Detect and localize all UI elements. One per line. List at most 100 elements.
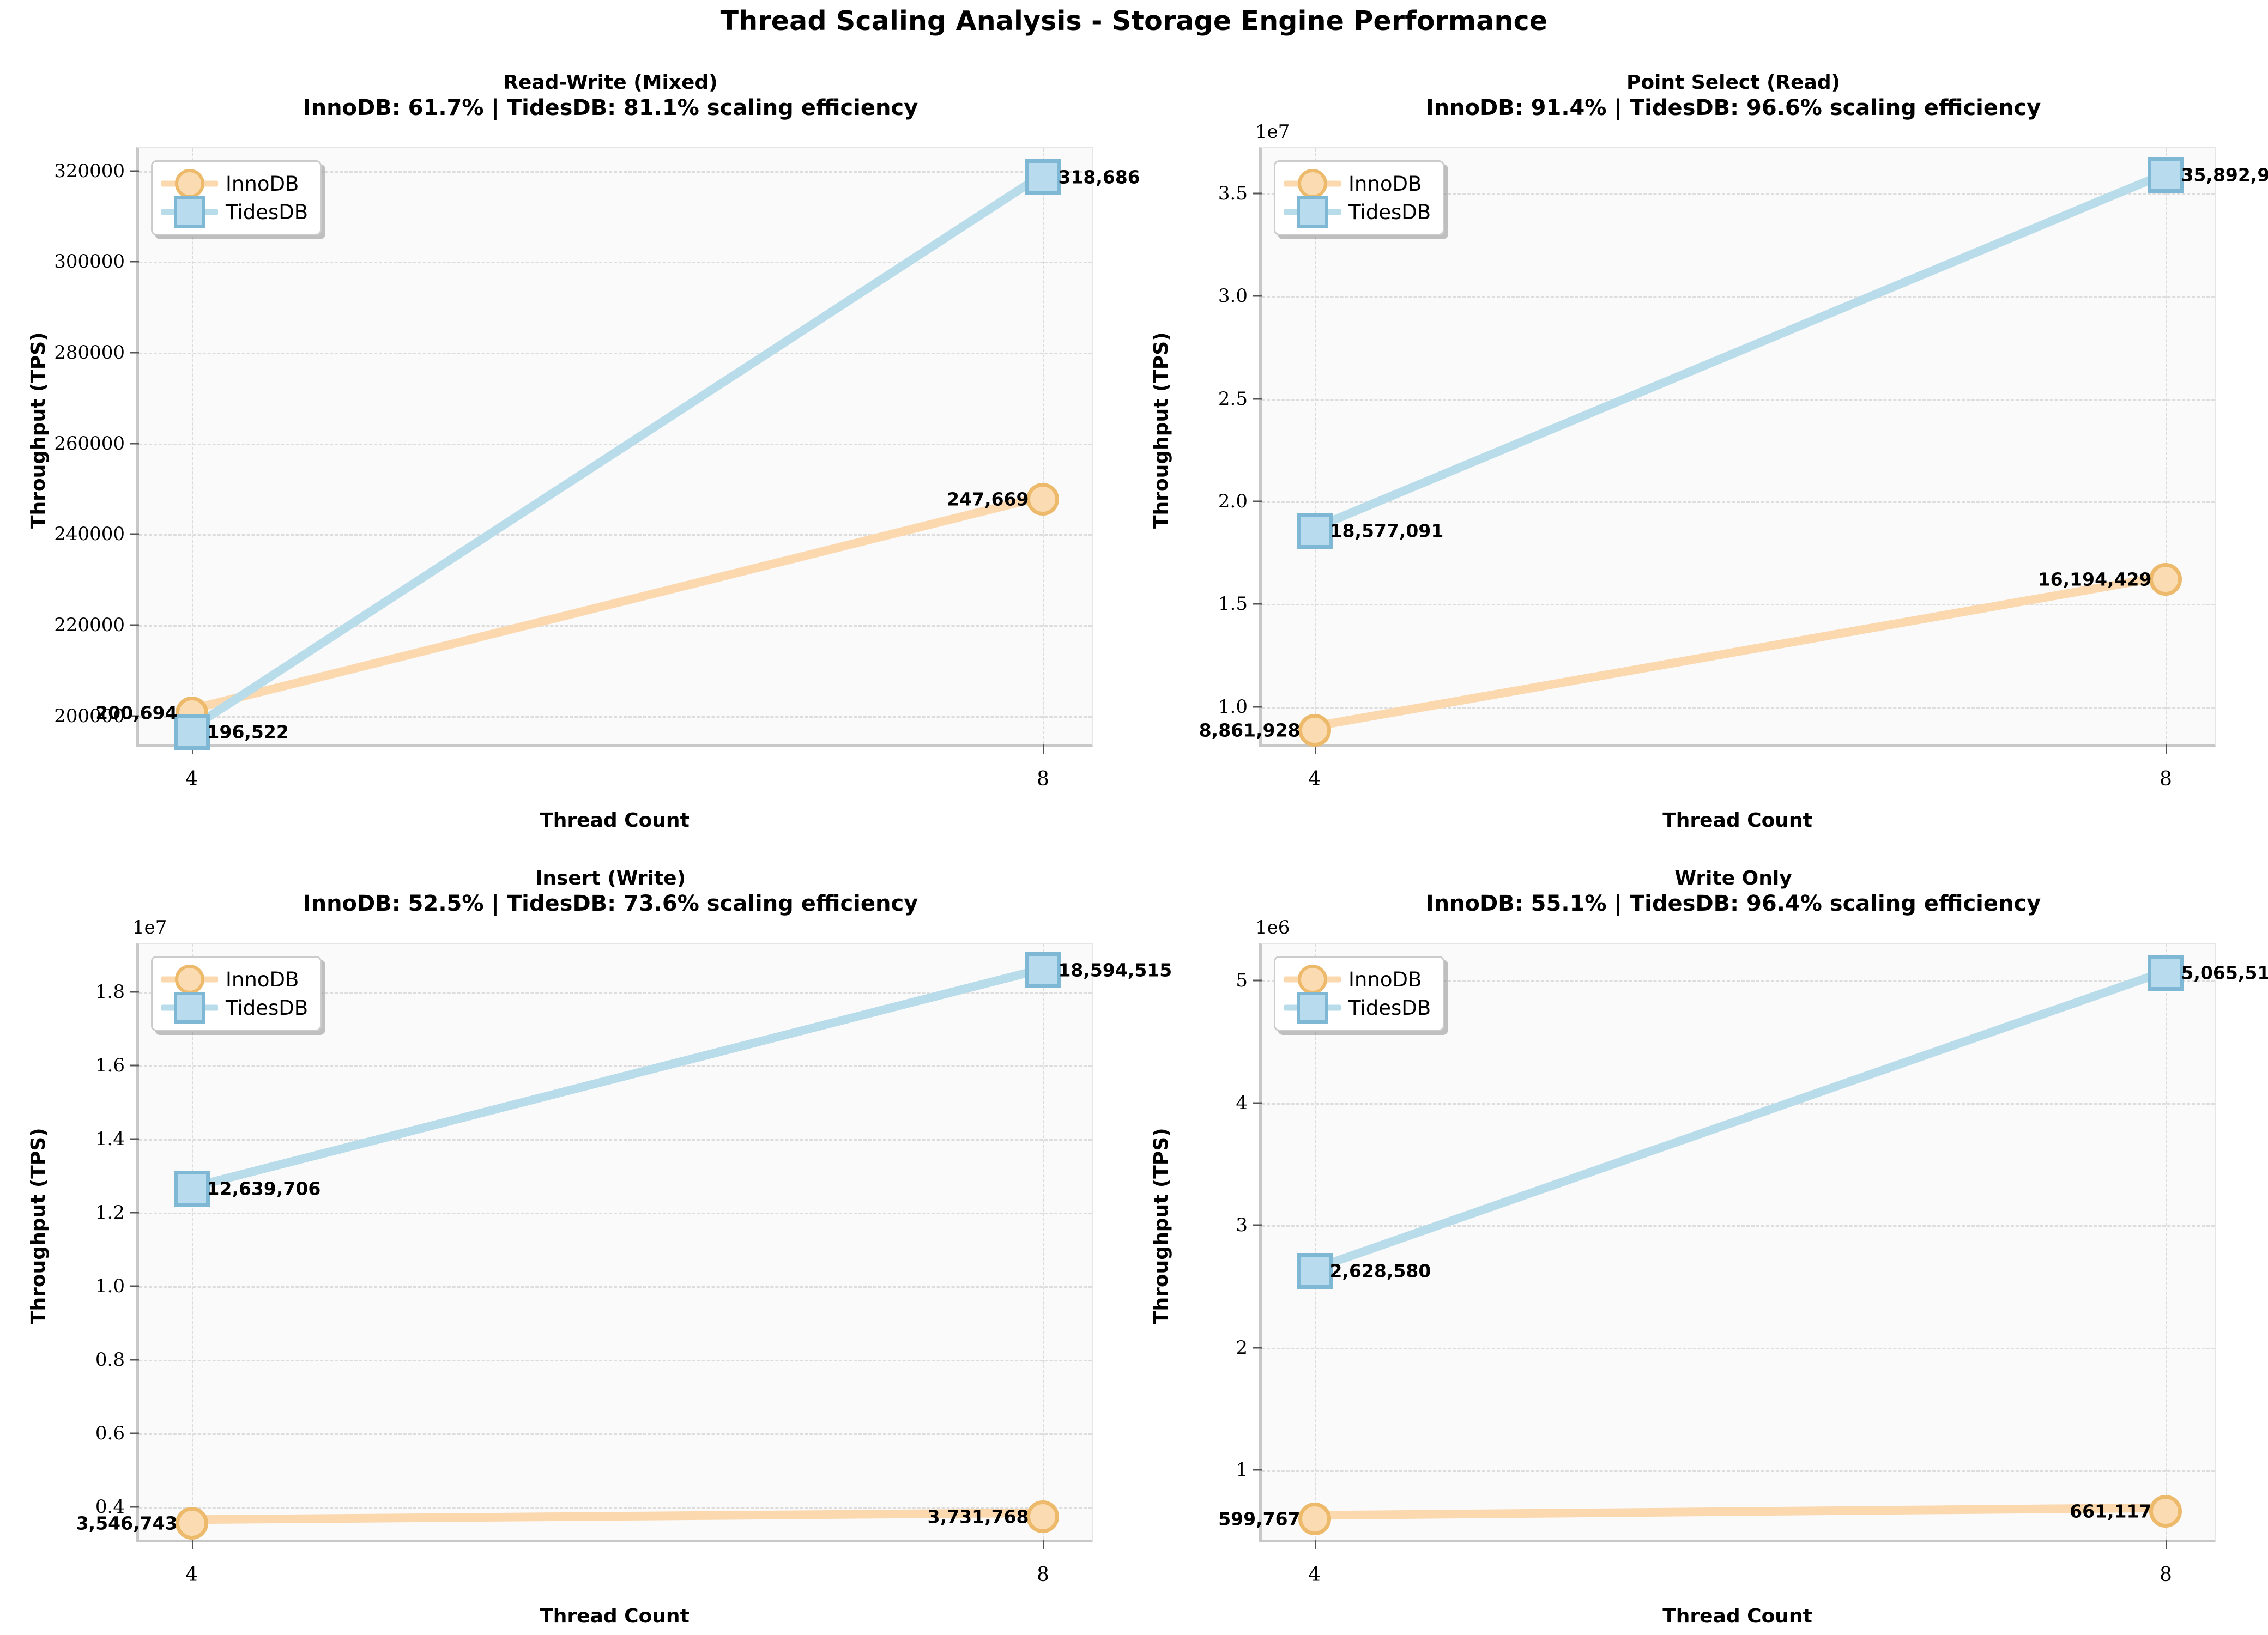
y-tick-mark bbox=[130, 991, 139, 993]
gridline-horizontal bbox=[1262, 1470, 2215, 1472]
gridline-horizontal bbox=[139, 353, 1092, 354]
gridline-horizontal bbox=[139, 625, 1092, 627]
y-tick-mark bbox=[1253, 603, 1262, 605]
plot-area: 1.0 1.5 2.0 2.5 3.0 3.5 1e7 4 8 8,861,928 16,194,4… bbox=[1199, 121, 2268, 790]
gridline-horizontal bbox=[1262, 706, 2215, 708]
legend: InnoDB TidesDB bbox=[151, 160, 322, 235]
plot-area: 0.4 0.6 0.8 1.0 1.2 1.4 1.6 1.8 1e7 4 8 3,546,743 3,… bbox=[76, 917, 1172, 1586]
data-label-innodb: 3,731,768 bbox=[927, 1506, 1029, 1528]
y-axis-offset-text: 1e6 bbox=[1255, 917, 1290, 938]
data-label-tidesdb: 318,686 bbox=[1058, 166, 1140, 188]
y-axis-label: Throughput (TPS) bbox=[27, 1128, 50, 1324]
y-tick-mark bbox=[130, 533, 139, 535]
data-point-tidesdb[interactable] bbox=[1296, 512, 1333, 549]
x-tick-mark bbox=[1314, 1540, 1316, 1549]
x-tick-mark bbox=[2166, 744, 2168, 754]
gridline-vertical bbox=[1043, 148, 1045, 744]
legend-label: TidesDB bbox=[226, 996, 309, 1020]
y-tick-mark bbox=[130, 1138, 139, 1140]
x-tick-label: 4 bbox=[185, 768, 198, 790]
plot-area: 200000 220000 240000 260000 280000 300000 3200… bbox=[54, 147, 1140, 790]
x-tick-label: 8 bbox=[2160, 768, 2172, 790]
y-tick-mark bbox=[1253, 192, 1262, 195]
data-point-tidesdb[interactable] bbox=[1025, 159, 1061, 195]
legend-marker-square-icon bbox=[161, 196, 218, 228]
x-tick-mark bbox=[191, 1540, 193, 1549]
gridline-horizontal bbox=[1262, 1225, 2215, 1227]
legend-label: TidesDB bbox=[1348, 200, 1431, 224]
gridline-horizontal bbox=[1262, 1103, 2215, 1105]
subplot-title-main: Write Only bbox=[1674, 867, 1792, 889]
data-point-innodb[interactable] bbox=[1298, 713, 1331, 747]
gridline-horizontal bbox=[1262, 296, 2215, 298]
figure-title: Thread Scaling Analysis - Storage Engine… bbox=[720, 5, 1548, 37]
subplot-title: Point Select (Read) InnoDB: 91.4% | Tides… bbox=[1254, 71, 2213, 122]
y-tick-label: 260000 bbox=[54, 432, 125, 455]
gridline-horizontal bbox=[1262, 1347, 2215, 1349]
data-point-tidesdb[interactable] bbox=[2148, 954, 2184, 991]
y-tick-mark bbox=[130, 1064, 139, 1067]
legend-item-innodb[interactable]: InnoDB bbox=[161, 169, 308, 198]
y-tick-mark bbox=[130, 1212, 139, 1214]
data-point-innodb[interactable] bbox=[1026, 483, 1060, 516]
data-point-tidesdb[interactable] bbox=[1296, 1252, 1333, 1289]
legend-item-innodb[interactable]: InnoDB bbox=[1284, 965, 1431, 994]
legend-marker-circle-icon bbox=[1284, 965, 1341, 994]
legend-label: InnoDB bbox=[1348, 172, 1422, 196]
y-tick-mark bbox=[130, 1285, 139, 1287]
legend-item-tidesdb[interactable]: TidesDB bbox=[1284, 992, 1431, 1024]
y-tick-label: 200000 bbox=[54, 705, 125, 727]
data-label-tidesdb: 18,594,515 bbox=[1058, 959, 1172, 981]
subplot-title: Read-Write (Mixed) InnoDB: 61.7% | TidesD… bbox=[131, 71, 1090, 122]
legend-item-innodb[interactable]: InnoDB bbox=[1284, 169, 1431, 198]
data-point-tidesdb[interactable] bbox=[2148, 157, 2184, 193]
y-tick-label: 3.0 bbox=[1218, 285, 1248, 307]
y-tick-mark bbox=[130, 1506, 139, 1507]
legend-marker-square-icon bbox=[161, 992, 218, 1024]
legend: InnoDB TidesDB bbox=[1274, 160, 1445, 235]
y-tick-mark bbox=[1253, 295, 1262, 297]
y-tick-label: 5 bbox=[1236, 970, 1248, 992]
x-axis-label: Thread Count bbox=[540, 1605, 690, 1627]
y-tick-mark bbox=[1253, 706, 1262, 708]
data-point-innodb[interactable] bbox=[175, 1507, 208, 1540]
y-tick-label: 2.5 bbox=[1218, 387, 1248, 410]
gridline-horizontal bbox=[139, 1433, 1092, 1435]
data-point-tidesdb[interactable] bbox=[1025, 952, 1061, 988]
subplot-title: Write Only InnoDB: 55.1% | TidesDB: 96.4%… bbox=[1254, 867, 2213, 917]
legend-item-tidesdb[interactable]: TidesDB bbox=[161, 992, 309, 1024]
gridline-vertical bbox=[2166, 148, 2168, 744]
subplot-title-efficiency: InnoDB: 61.7% | TidesDB: 81.1% scaling e… bbox=[303, 95, 918, 120]
y-tick-mark bbox=[130, 1432, 139, 1434]
y-tick-label: 4 bbox=[1236, 1092, 1248, 1114]
legend-marker-circle-icon bbox=[161, 169, 218, 198]
y-tick-label: 1.4 bbox=[95, 1128, 125, 1150]
data-point-innodb[interactable] bbox=[1026, 1500, 1060, 1533]
data-label-innodb: 599,767 bbox=[1218, 1508, 1301, 1530]
legend-label: InnoDB bbox=[1348, 967, 1422, 991]
gridline-horizontal bbox=[139, 443, 1092, 445]
data-label-innodb: 16,194,429 bbox=[2037, 568, 2152, 590]
legend-item-tidesdb[interactable]: TidesDB bbox=[161, 196, 308, 228]
subplot-title-efficiency: InnoDB: 55.1% | TidesDB: 96.4% scaling e… bbox=[1425, 891, 2041, 916]
y-tick-mark bbox=[130, 352, 139, 354]
legend-item-tidesdb[interactable]: TidesDB bbox=[1284, 196, 1431, 228]
y-tick-label: 2 bbox=[1236, 1336, 1248, 1359]
data-label-tidesdb: 5,065,516 bbox=[2181, 962, 2268, 984]
x-axis-label: Thread Count bbox=[1662, 1605, 1812, 1627]
data-point-tidesdb[interactable] bbox=[173, 1171, 210, 1207]
legend-item-innodb[interactable]: InnoDB bbox=[161, 965, 308, 994]
legend-label: InnoDB bbox=[226, 967, 299, 991]
y-tick-label: 240000 bbox=[54, 523, 125, 546]
y-tick-mark bbox=[1253, 398, 1262, 400]
data-label-tidesdb: 2,628,580 bbox=[1329, 1260, 1431, 1282]
data-point-innodb[interactable] bbox=[2149, 1495, 2182, 1528]
gridline-vertical bbox=[2166, 944, 2168, 1540]
series-line-innodb bbox=[1310, 1503, 2167, 1520]
gridline-horizontal bbox=[1262, 398, 2215, 401]
legend: InnoDB TidesDB bbox=[151, 956, 322, 1031]
legend-marker-circle-icon bbox=[161, 965, 218, 994]
data-point-tidesdb[interactable] bbox=[173, 713, 210, 750]
data-point-innodb[interactable] bbox=[2149, 563, 2182, 596]
data-point-innodb[interactable] bbox=[1298, 1503, 1331, 1536]
